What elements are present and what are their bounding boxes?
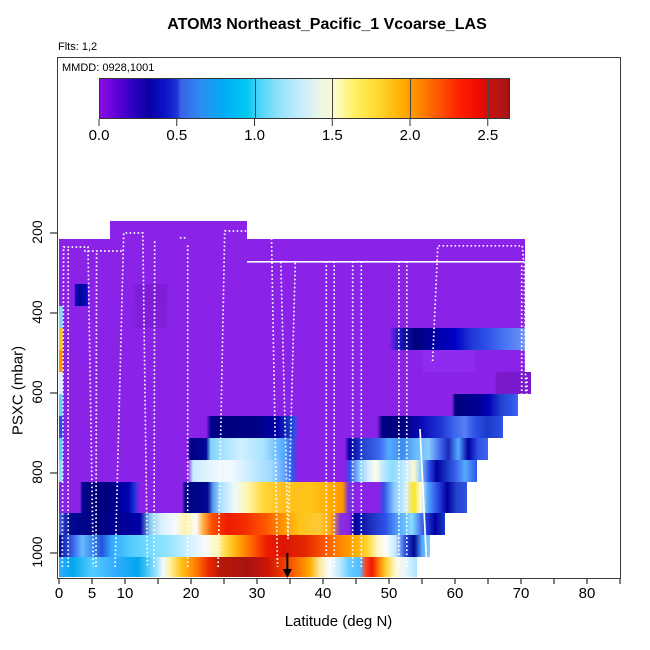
heatmap-row [59, 557, 417, 577]
heatmap-row [59, 261, 525, 284]
colorbar-tick-line [410, 78, 411, 119]
x-tick-label: 10 [116, 585, 134, 602]
colorbar-tick-line [487, 78, 489, 119]
heatmap-row [59, 371, 531, 394]
heatmap-row [59, 481, 467, 513]
heatmap-row [59, 305, 525, 328]
mmdd-annotation: MMDD: 0928,1001 [62, 62, 155, 74]
heatmap-row [59, 393, 518, 416]
x-tick-label: 50 [380, 585, 398, 602]
heatmap-row [59, 349, 525, 372]
flights-annotation: Flts: 1,2 [58, 41, 98, 53]
colorbar-tick-line [254, 78, 256, 119]
x-tick-label: 70 [512, 585, 530, 602]
colorbar-tick-line [332, 78, 334, 119]
colorbar-tick-label: 1.0 [244, 127, 265, 144]
heatmap-row [59, 283, 525, 306]
x-tick-label: 0 [54, 585, 64, 602]
heatmap-row [59, 437, 488, 460]
heatmap-row [59, 327, 525, 350]
x-tick-label: 40 [314, 585, 332, 602]
heatmap-row [59, 513, 446, 535]
heatmap-row [109, 221, 248, 239]
x-tick-label: 30 [248, 585, 266, 602]
heatmap-row [59, 415, 504, 438]
x-tick-label: 60 [446, 585, 464, 602]
y-axis-title: PSXC (mbar) [9, 345, 27, 436]
x-tick-label: 20 [182, 585, 200, 602]
colorbar-tick-label: 2.5 [477, 127, 499, 144]
colorbar-tick-label: 2.0 [399, 127, 421, 144]
colorbar-tick-line [176, 78, 178, 119]
x-tick-label: 5 [87, 585, 97, 602]
colorbar-tick-label: 0.5 [166, 127, 188, 144]
y-tick-label: 1000 [29, 536, 45, 568]
heatmap-row [59, 239, 525, 262]
y-tick-label: 200 [29, 220, 45, 244]
x-axis-title: Latitude (deg N) [284, 613, 393, 630]
heatmap-row [59, 535, 430, 557]
colorbar-tick-label: 1.5 [321, 127, 343, 144]
page-title: ATOM3 Northeast_Pacific_1 Vcoarse_LAS [167, 16, 487, 33]
y-tick-label: 600 [29, 380, 45, 404]
y-tick-label: 800 [29, 460, 45, 484]
heatmap-row [59, 459, 477, 482]
colorbar-tick-label: 0.0 [88, 127, 110, 144]
colorbar [99, 78, 510, 119]
x-tick-label: 80 [578, 585, 596, 602]
y-tick-label: 400 [29, 300, 45, 324]
